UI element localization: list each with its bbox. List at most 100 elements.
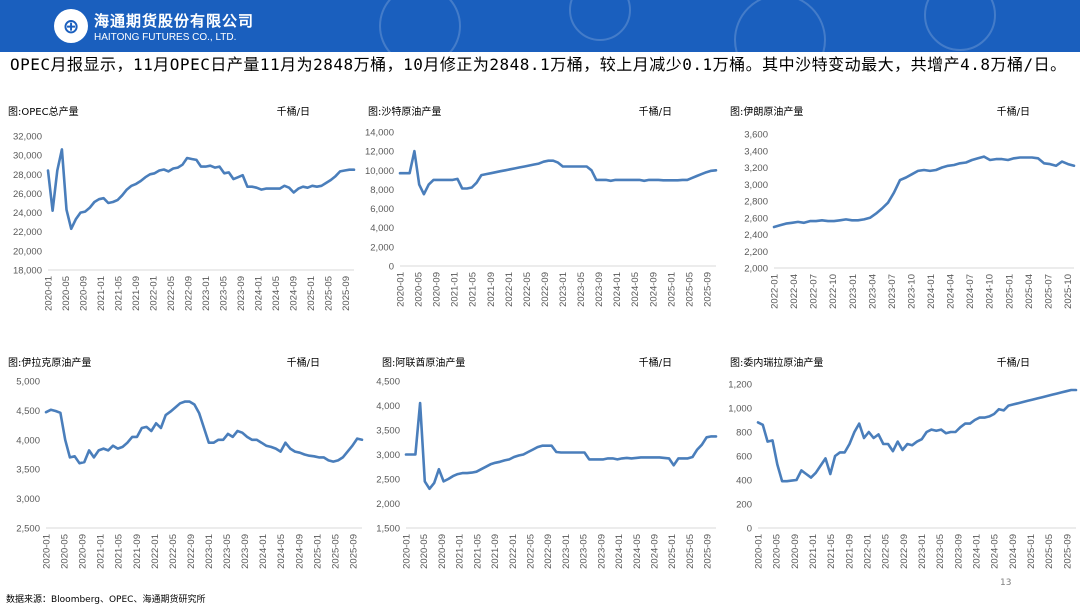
x-tick-label: 2020-05 xyxy=(419,534,430,569)
y-tick-label: 10,000 xyxy=(365,166,394,177)
series-line xyxy=(772,155,1076,229)
y-tick-label: 2,200 xyxy=(744,247,768,258)
x-tick-label: 2023-05 xyxy=(576,272,587,307)
x-tick-label: 2025-01 xyxy=(667,534,678,569)
x-tick-label: 2025-05 xyxy=(1044,534,1055,569)
x-tick-label: 2023-01 xyxy=(558,272,569,307)
chart-title: 图:伊拉克原油产量 xyxy=(8,358,92,369)
y-tick-label: 3,000 xyxy=(16,494,40,505)
x-tick-label: 2021-01 xyxy=(450,272,461,307)
y-tick-label: 2,500 xyxy=(376,475,400,486)
y-tick-label: 2,600 xyxy=(744,213,768,224)
x-tick-label: 2021-09 xyxy=(486,272,497,307)
x-tick-label: 2022-09 xyxy=(543,534,554,569)
chart-panel-uae: 图:阿联酋原油产量 千桶/日 1,500 2,000 2,500 3,000 3,500 4,… xyxy=(370,352,722,592)
y-tick-label: 24,000 xyxy=(13,208,42,219)
x-tick-label: 2025-01 xyxy=(666,272,677,307)
x-tick-label: 2024-09 xyxy=(1008,534,1019,569)
y-tick-label: 6,000 xyxy=(370,204,394,215)
x-tick-label: 2021-05 xyxy=(468,272,479,307)
chart-title: 图:OPEC总产量 xyxy=(8,107,79,118)
y-tick-label: 12,000 xyxy=(365,147,394,158)
x-tick-label: 2022-09 xyxy=(540,272,551,307)
y-tick-label: 2,000 xyxy=(744,264,768,275)
y-tick-label: 3,200 xyxy=(744,163,768,174)
x-tick-label: 2022-05 xyxy=(522,272,533,307)
x-tick-label: 2023-05 xyxy=(222,534,233,569)
y-tick-label: 1,500 xyxy=(376,524,400,535)
x-tick-label: 2022-07 xyxy=(809,274,820,309)
x-tick-label: 2024-05 xyxy=(630,272,641,307)
x-tick-label: 2025-05 xyxy=(684,272,695,307)
x-tick-label: 2025-09 xyxy=(702,272,713,307)
x-tick-label: 2024-01 xyxy=(258,534,269,569)
y-tick-label: 32,000 xyxy=(13,132,42,143)
x-tick-label: 2022-01 xyxy=(770,274,781,309)
chart-panel-iran: 图:伊朗原油产量 千桶/日 2,000 2,200 2,400 2,600 2,800 3,0… xyxy=(722,100,1080,352)
chart-panel-iraq: 图:伊拉克原油产量 千桶/日 2,500 3,000 3,500 4,000 4,500 5,… xyxy=(0,352,370,592)
x-tick-label: 2020-01 xyxy=(396,272,407,307)
y-tick-label: 20,000 xyxy=(13,246,42,257)
y-tick-label: 0 xyxy=(389,262,394,273)
x-tick-label: 2021-09 xyxy=(490,534,501,569)
company-name-en: HAITONG FUTURES CO., LTD. xyxy=(94,32,237,43)
x-tick-label: 2024-09 xyxy=(648,272,659,307)
x-tick-label: 2024-10 xyxy=(985,274,996,309)
chart-plot: 2,500 3,000 3,500 4,000 4,500 5,000 2020-01 202… xyxy=(16,377,364,569)
y-tick-label: 18,000 xyxy=(13,266,42,277)
x-tick-label: 2020-05 xyxy=(60,534,71,569)
y-tick-label: 3,500 xyxy=(376,426,400,437)
x-tick-label: 2025-05 xyxy=(323,276,334,311)
x-tick-label: 2023-01 xyxy=(204,534,215,569)
x-tick-label: 2025-05 xyxy=(685,534,696,569)
x-tick-label: 2021-05 xyxy=(826,534,837,569)
x-tick-label: 2025-09 xyxy=(348,534,359,569)
x-tick-label: 2022-10 xyxy=(828,274,839,309)
x-tick-label: 2022-05 xyxy=(168,534,179,569)
y-tick-label: 1,200 xyxy=(728,380,752,391)
x-tick-label: 2023-01 xyxy=(561,534,572,569)
y-tick-label: 2,000 xyxy=(376,499,400,510)
x-tick-label: 2024-01 xyxy=(926,274,937,309)
x-tick-label: 2025-01 xyxy=(1004,274,1015,309)
x-tick-label: 2023-09 xyxy=(594,272,605,307)
x-tick-label: 2025-04 xyxy=(1024,274,1035,309)
x-tick-label: 2023-04 xyxy=(867,274,878,309)
y-tick-label: 4,500 xyxy=(376,377,400,388)
x-tick-label: 2020-09 xyxy=(78,276,89,311)
x-tick-label: 2023-01 xyxy=(848,274,859,309)
y-tick-label: 3,500 xyxy=(16,465,40,476)
x-tick-label: 2025-01 xyxy=(1026,534,1037,569)
y-tick-label: 4,000 xyxy=(376,401,400,412)
x-tick-label: 2021-09 xyxy=(844,534,855,569)
x-tick-label: 2025-09 xyxy=(341,276,352,311)
y-tick-label: 3,000 xyxy=(744,180,768,191)
y-tick-label: 4,000 xyxy=(370,223,394,234)
y-tick-label: 5,000 xyxy=(16,377,40,388)
y-tick-label: 2,800 xyxy=(744,197,768,208)
y-tick-label: 28,000 xyxy=(13,170,42,181)
x-tick-label: 2020-01 xyxy=(754,534,765,569)
x-tick-label: 2023-09 xyxy=(596,534,607,569)
x-tick-label: 2024-01 xyxy=(612,272,623,307)
x-tick-label: 2021-09 xyxy=(132,534,143,569)
x-tick-label: 2025-07 xyxy=(1043,274,1054,309)
y-tick-label: 3,000 xyxy=(376,450,400,461)
x-tick-label: 2021-05 xyxy=(113,276,124,311)
x-tick-label: 2024-05 xyxy=(276,534,287,569)
x-tick-label: 2021-05 xyxy=(114,534,125,569)
x-tick-label: 2022-09 xyxy=(186,534,197,569)
x-tick-label: 2021-01 xyxy=(808,534,819,569)
x-tick-label: 2024-05 xyxy=(632,534,643,569)
series-line xyxy=(404,401,718,491)
x-tick-label: 2023-09 xyxy=(953,534,964,569)
y-tick-label: 2,500 xyxy=(16,524,40,535)
chart-plot: 2,000 2,200 2,400 2,600 2,800 3,000 3,200 3,400… xyxy=(744,130,1076,309)
x-tick-label: 2024-07 xyxy=(965,274,976,309)
x-tick-label: 2020-09 xyxy=(432,272,443,307)
chart-title: 图:沙特原油产量 xyxy=(368,107,442,118)
y-tick-label: 4,500 xyxy=(16,406,40,417)
chart-title: 图:阿联酋原油产量 xyxy=(382,358,466,369)
x-tick-label: 2021-01 xyxy=(96,276,107,311)
y-tick-label: 400 xyxy=(736,476,752,487)
